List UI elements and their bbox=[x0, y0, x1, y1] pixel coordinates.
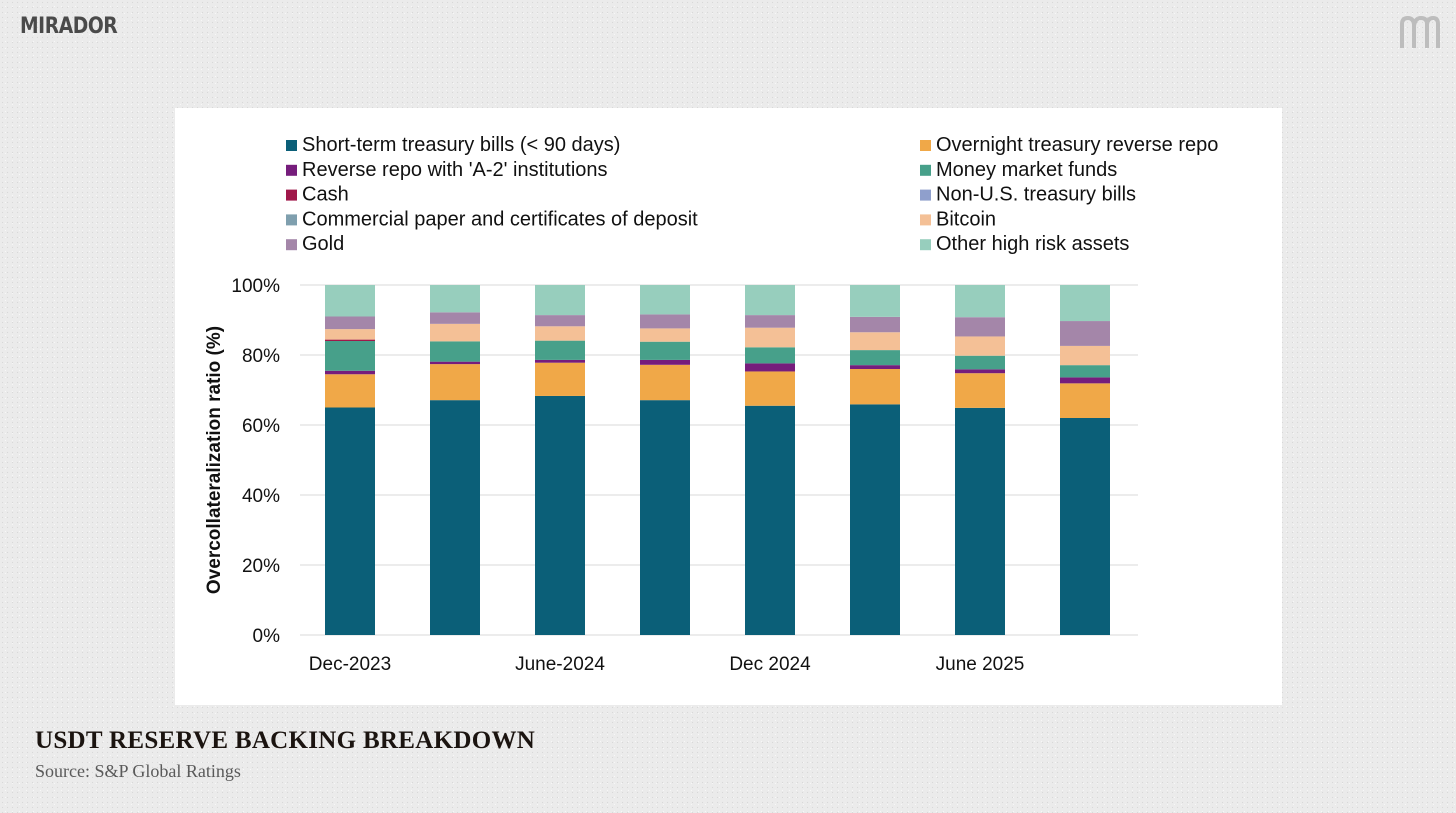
bar-segment-reverse-repo-with-a-2-institutions bbox=[430, 361, 480, 365]
bar-segment-other-high-risk-assets bbox=[745, 285, 795, 316]
bar-segment-bitcoin bbox=[325, 329, 375, 340]
bar-segment-short-term-treasury-bills-90-days bbox=[430, 400, 480, 635]
bar-segment-money-market-funds bbox=[535, 340, 585, 360]
bar-segment-bitcoin bbox=[430, 323, 480, 342]
bar-segment-reverse-repo-with-a-2-institutions bbox=[745, 363, 795, 372]
bar-segment-bitcoin bbox=[1060, 345, 1110, 366]
bar-segment-short-term-treasury-bills-90-days bbox=[325, 407, 375, 635]
bar-segment-gold bbox=[1060, 321, 1110, 346]
legend-swatch bbox=[920, 140, 931, 151]
bar-segment-other-high-risk-assets bbox=[535, 285, 585, 316]
x-tick-label: Dec 2024 bbox=[729, 654, 811, 675]
bar-segment-money-market-funds bbox=[430, 341, 480, 362]
bar-segment-gold bbox=[535, 315, 585, 327]
chart-caption-title: USDT RESERVE BACKING BREAKDOWN bbox=[35, 727, 536, 754]
y-tick-label: 100% bbox=[231, 276, 280, 297]
legend-swatch bbox=[920, 189, 931, 201]
bar-segment-bitcoin bbox=[955, 336, 1005, 356]
legend-swatch bbox=[920, 239, 931, 251]
y-tick-label: 20% bbox=[242, 556, 280, 577]
bar-segment-short-term-treasury-bills-90-days bbox=[535, 395, 585, 635]
bar-segment-reverse-repo-with-a-2-institutions bbox=[640, 359, 690, 365]
bar-segment-other-high-risk-assets bbox=[325, 285, 375, 317]
legend-label: Overnight treasury reverse repo bbox=[936, 134, 1218, 156]
bar-segment-reverse-repo-with-a-2-institutions bbox=[1060, 377, 1110, 384]
bar-segment-overnight-treasury-reverse-repo bbox=[430, 364, 480, 401]
bar-segment-short-term-treasury-bills-90-days bbox=[1060, 418, 1110, 635]
bar-segment-other-high-risk-assets bbox=[955, 285, 1005, 318]
bar-segment-other-high-risk-assets bbox=[1060, 285, 1110, 322]
legend-swatch bbox=[920, 164, 931, 176]
x-tick-label: June 2025 bbox=[936, 654, 1025, 675]
legend-swatch bbox=[920, 214, 931, 226]
bar-segment-short-term-treasury-bills-90-days bbox=[955, 407, 1005, 635]
bar-segment-gold bbox=[640, 314, 690, 329]
bar-segment-gold bbox=[850, 316, 900, 333]
bar-segment-overnight-treasury-reverse-repo bbox=[535, 362, 585, 396]
bar-segment-money-market-funds bbox=[850, 350, 900, 366]
y-tick-label: 40% bbox=[242, 486, 280, 507]
brand-logo: MIRADOR bbox=[20, 14, 118, 39]
bar-segment-short-term-treasury-bills-90-days bbox=[850, 404, 900, 635]
legend-label: Bitcoin bbox=[936, 208, 996, 230]
bar-segment-short-term-treasury-bills-90-days bbox=[640, 400, 690, 635]
bar-segment-cash bbox=[325, 339, 375, 341]
bar-segment-bitcoin bbox=[745, 327, 795, 348]
legend-label: Money market funds bbox=[936, 159, 1117, 181]
legend-swatch bbox=[286, 239, 297, 251]
bar-segment-overnight-treasury-reverse-repo bbox=[850, 369, 900, 405]
legend-swatch bbox=[286, 164, 297, 176]
brand-mark-icon bbox=[1400, 16, 1440, 48]
legend-label: Commercial paper and certificates of dep… bbox=[302, 208, 698, 230]
bar-segment-other-high-risk-assets bbox=[850, 285, 900, 317]
bar-segment-overnight-treasury-reverse-repo bbox=[955, 373, 1005, 408]
bar-segment-other-high-risk-assets bbox=[430, 285, 480, 313]
legend-label: Other high risk assets bbox=[936, 233, 1129, 255]
stacked-bar-chart: 0% 20% 40% 60% 80% 100% Overcollateralization … bbox=[204, 134, 1218, 675]
bar-segment-bitcoin bbox=[640, 328, 690, 342]
bar-segment-reverse-repo-with-a-2-institutions bbox=[955, 369, 1005, 374]
bar-segment-reverse-repo-with-a-2-institutions bbox=[850, 365, 900, 369]
legend-label: Gold bbox=[302, 233, 344, 255]
bar-segment-money-market-funds bbox=[745, 347, 795, 364]
bar-segment-gold bbox=[430, 312, 480, 324]
legend-swatch bbox=[286, 140, 297, 151]
bar-segment-reverse-repo-with-a-2-institutions bbox=[325, 370, 375, 375]
y-tick-label: 80% bbox=[242, 346, 280, 367]
bar-segment-bitcoin bbox=[850, 332, 900, 351]
bar-segment-other-high-risk-assets bbox=[640, 285, 690, 315]
bar-segment-gold bbox=[955, 317, 1005, 337]
bar-segment-short-term-treasury-bills-90-days bbox=[745, 405, 795, 635]
chart-panel: 0% 20% 40% 60% 80% 100% Overcollateralization … bbox=[175, 108, 1282, 705]
bar-segment-gold bbox=[325, 316, 375, 330]
bar-segment-money-market-funds bbox=[325, 341, 375, 371]
legend-label: Cash bbox=[302, 184, 349, 206]
legend-label: Short-term treasury bills (< 90 days) bbox=[302, 134, 620, 156]
bar-segment-gold bbox=[745, 315, 795, 328]
legend-swatch bbox=[286, 214, 297, 226]
bar-segment-overnight-treasury-reverse-repo bbox=[640, 364, 690, 401]
legend-swatch bbox=[286, 189, 297, 201]
legend-label: Reverse repo with 'A-2' institutions bbox=[302, 159, 608, 181]
bar-segment-money-market-funds bbox=[1060, 365, 1110, 378]
chart-source: Source: S&P Global Ratings bbox=[35, 761, 241, 781]
x-tick-label: Dec-2023 bbox=[309, 654, 391, 675]
y-axis-label: Overcollateralization ratio (%) bbox=[204, 326, 225, 594]
bar-segment-bitcoin bbox=[535, 326, 585, 341]
y-tick-label: 0% bbox=[253, 626, 281, 647]
x-tick-label: June-2024 bbox=[515, 654, 605, 675]
bar-segment-reverse-repo-with-a-2-institutions bbox=[535, 359, 585, 363]
y-tick-label: 60% bbox=[242, 416, 280, 437]
bar-segment-money-market-funds bbox=[640, 341, 690, 360]
bar-segment-overnight-treasury-reverse-repo bbox=[745, 371, 795, 406]
bar-segment-money-market-funds bbox=[955, 355, 1005, 370]
bar-segment-overnight-treasury-reverse-repo bbox=[1060, 383, 1110, 418]
legend-label: Non-U.S. treasury bills bbox=[936, 184, 1136, 206]
bar-segment-overnight-treasury-reverse-repo bbox=[325, 374, 375, 408]
